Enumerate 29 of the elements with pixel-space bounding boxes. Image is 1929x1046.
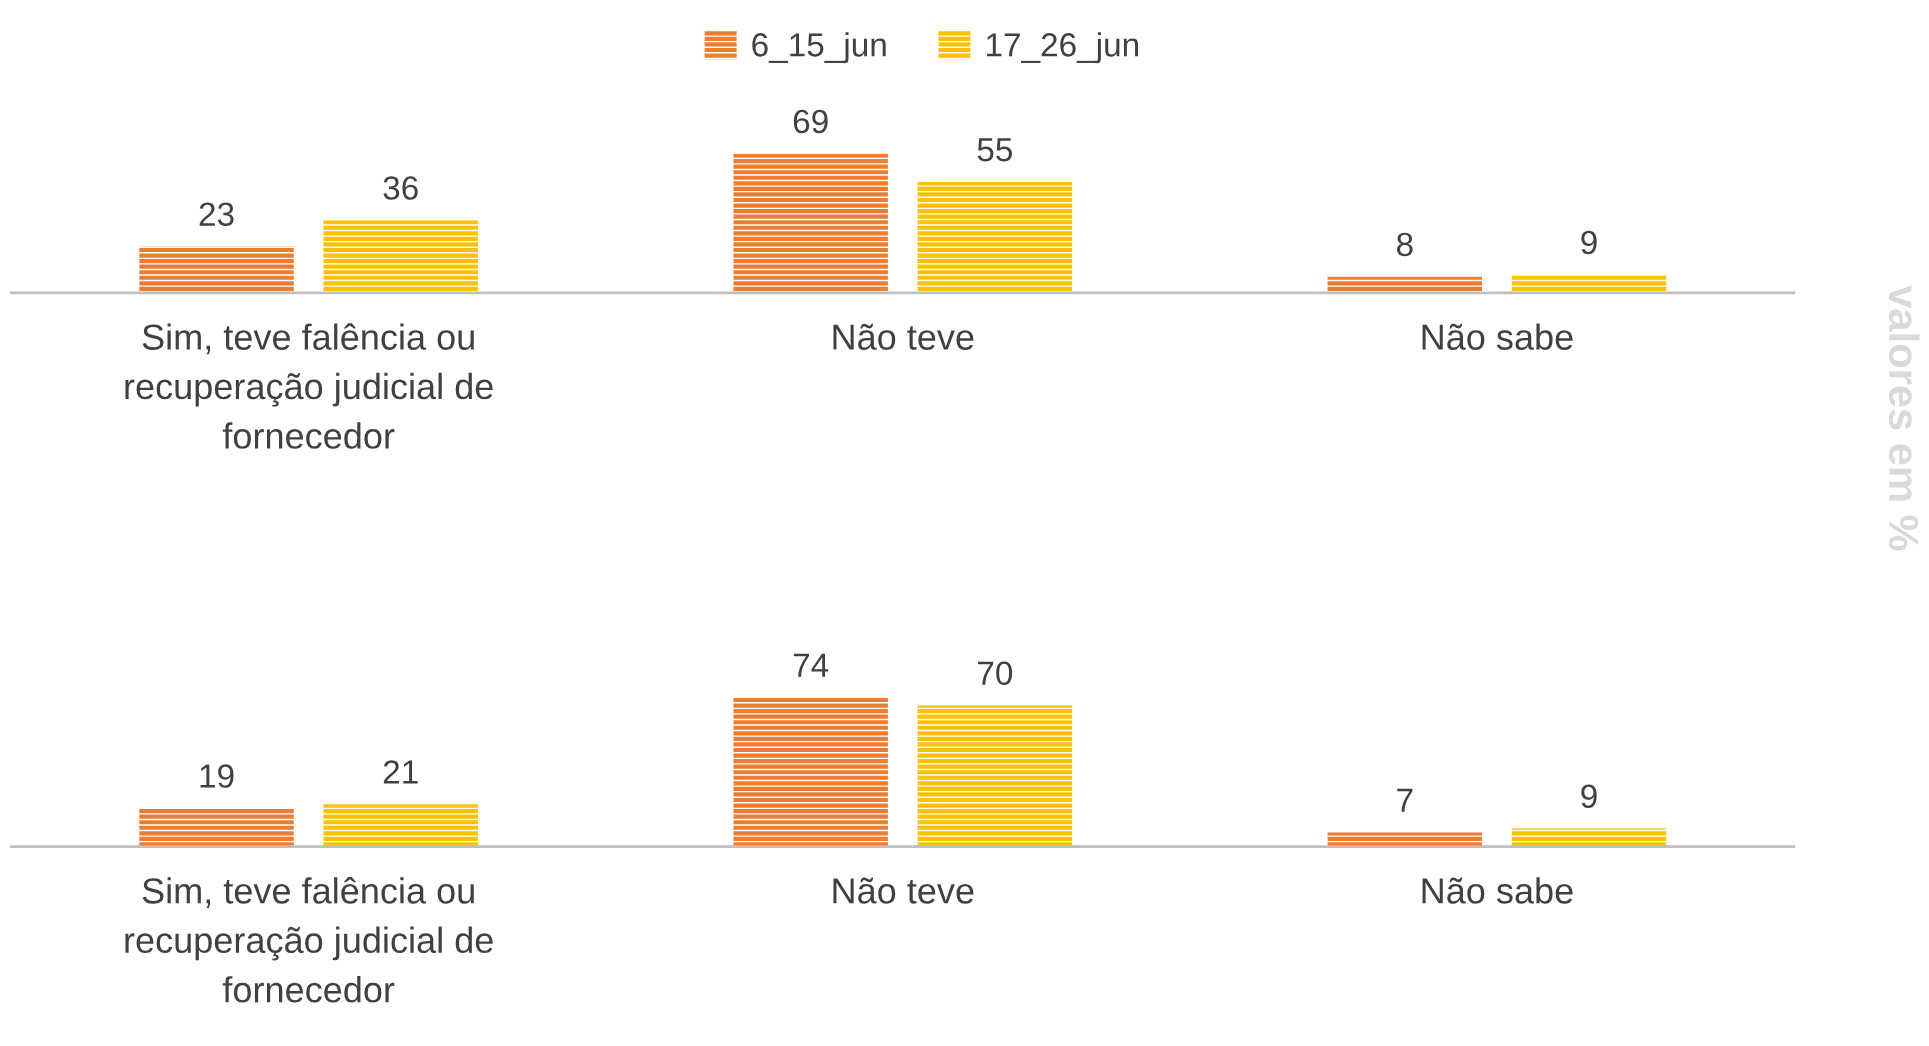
data-label: 7 xyxy=(1397,788,1413,812)
data-label: 21 xyxy=(383,760,418,784)
data-label: 23 xyxy=(199,202,234,227)
bar xyxy=(323,804,478,847)
x-tick-label: Sim, teve falência ou recuperação judicial de fornecedor xyxy=(125,323,493,449)
data-label: 69 xyxy=(793,109,828,134)
bar xyxy=(733,153,888,293)
bar xyxy=(917,181,1073,293)
data-label: 9 xyxy=(1581,784,1597,809)
legend-label: 17_26_jun xyxy=(987,32,1139,64)
data-label: 55 xyxy=(977,138,1013,162)
x-tick-label: Sim, teve falência ou recuperação judicial de fornecedor xyxy=(125,877,493,1003)
data-label: 19 xyxy=(200,764,234,788)
bar xyxy=(139,246,294,293)
data-label: 9 xyxy=(1581,230,1597,255)
data-label: 36 xyxy=(383,176,418,200)
x-tick-label: Não teve xyxy=(833,877,974,904)
bar xyxy=(917,705,1073,847)
bar xyxy=(1511,828,1667,847)
legend-label: 6_15_jun xyxy=(752,32,886,64)
bar xyxy=(139,808,294,847)
data-label: 70 xyxy=(978,661,1013,686)
bar xyxy=(733,697,888,847)
x-tick-label: Não teve xyxy=(833,323,974,350)
x-tick-label: Não sabe xyxy=(1422,323,1573,350)
x-tick-label: Não sabe xyxy=(1422,877,1573,904)
data-label: 74 xyxy=(793,653,829,677)
bar xyxy=(323,220,478,293)
data-label: 8 xyxy=(1396,232,1413,257)
